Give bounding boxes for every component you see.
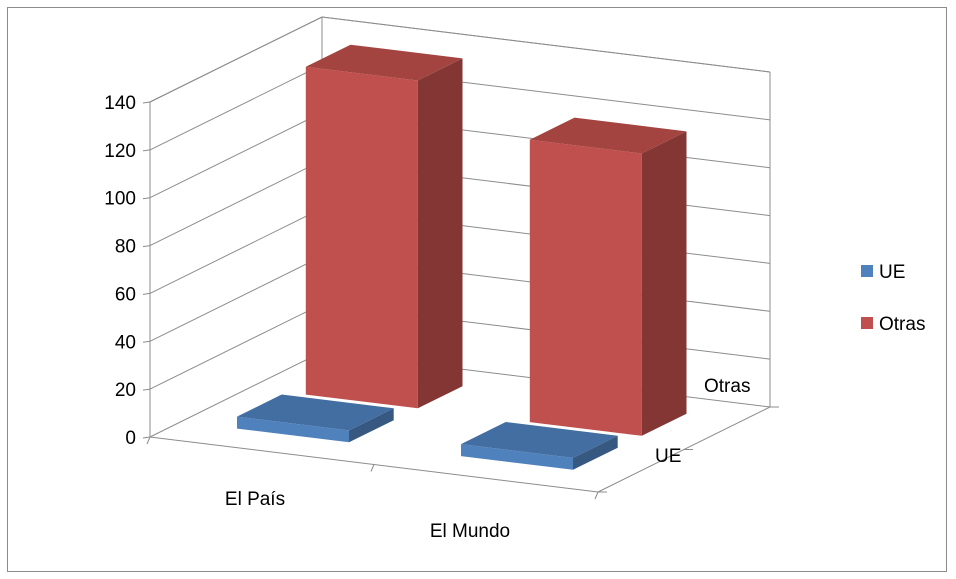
x-tick-mark-1 — [370, 464, 375, 472]
x-tick-mark-2 — [594, 491, 599, 500]
legend-swatch-ue — [861, 265, 873, 277]
y-tick-mark-40 — [142, 340, 151, 343]
y-tick-label-120: 120 — [104, 141, 136, 162]
y-tick-mark-100 — [142, 197, 151, 200]
legend-label-otras: Otras — [879, 314, 925, 335]
bars — [237, 44, 687, 470]
bar-ue-0 — [237, 394, 394, 443]
y-tick-mark-140 — [142, 101, 151, 104]
bar-front-otras-0 — [305, 66, 418, 409]
bar-front-ue-1 — [461, 444, 573, 470]
y-tick-label-100: 100 — [104, 189, 136, 210]
y-tick-mark-20 — [142, 388, 151, 391]
y-tick-label-60: 60 — [115, 284, 136, 305]
x-tick-label-el-mundo: El Mundo — [430, 521, 510, 542]
y-tick-label-0: 0 — [125, 428, 136, 449]
bar-front-ue-0 — [237, 416, 349, 443]
x-tick-label-el-pais: El País — [225, 489, 285, 510]
bar-top-otras-1 — [529, 117, 687, 154]
bar-top-ue-1 — [461, 422, 618, 458]
y-tick-mark-60 — [142, 292, 151, 295]
bar-side-ue-1 — [573, 435, 618, 470]
bar-side-otras-1 — [641, 131, 687, 436]
y-tick-label-80: 80 — [115, 237, 136, 258]
gridline-140 — [149, 16, 771, 103]
x-tick-mark-0 — [146, 436, 151, 445]
chart-axes — [142, 101, 779, 500]
legend: UE Otras — [861, 262, 925, 335]
bar-ue-1 — [461, 422, 618, 470]
y-tick-mark-80 — [142, 245, 151, 248]
depth-tick-label-ue: UE — [655, 446, 681, 467]
y-tick-mark-0 — [142, 436, 151, 439]
chart-frame — [7, 7, 947, 572]
bar-front-otras-1 — [529, 139, 642, 436]
bar-side-otras-0 — [417, 58, 463, 409]
bar-top-otras-0 — [305, 44, 463, 81]
y-tick-label-140: 140 — [104, 93, 136, 114]
bar-otras-1 — [529, 117, 687, 436]
bar-side-ue-0 — [349, 408, 394, 443]
depth-tick-label-otras: Otras — [704, 376, 750, 397]
bar-top-ue-0 — [237, 394, 394, 431]
y-tick-label-40: 40 — [115, 332, 136, 353]
y-tick-labels: 0 20 40 60 80 100 120 140 — [104, 93, 136, 449]
legend-swatch-otras — [861, 317, 873, 329]
y-tick-label-20: 20 — [115, 380, 136, 401]
y-tick-mark-120 — [142, 149, 151, 152]
legend-label-ue: UE — [879, 262, 905, 283]
bar-otras-0 — [305, 44, 463, 409]
